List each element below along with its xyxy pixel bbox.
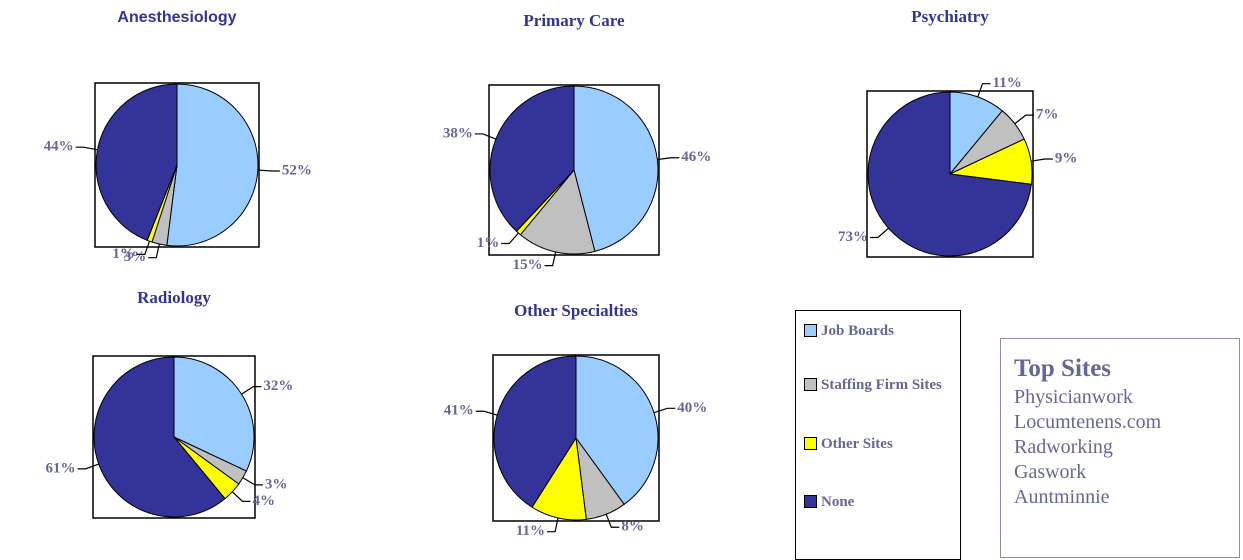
data-label: 11% [516, 523, 545, 539]
legend-swatch [804, 378, 817, 391]
leader-line [75, 146, 98, 151]
leader-line [257, 169, 280, 172]
pie-slice [519, 168, 596, 255]
leader-line [475, 410, 498, 416]
leader-line [544, 251, 557, 267]
plot-frame [866, 90, 1034, 258]
data-label: 32% [263, 378, 293, 394]
data-label: 4% [253, 493, 276, 509]
pie-slice [575, 355, 659, 506]
data-label: 44% [44, 139, 74, 155]
leader-line [1014, 114, 1034, 125]
data-label: 52% [282, 162, 312, 178]
data-label: 15% [513, 257, 543, 273]
legend-label: None [821, 494, 855, 510]
leader-line [242, 477, 263, 486]
data-label: 3% [265, 476, 288, 492]
chart-title: Anesthesiology [117, 9, 236, 26]
data-label: 46% [681, 149, 711, 165]
legend-label: Job Boards [821, 323, 894, 339]
top-site: Locumtenens.com [1014, 411, 1162, 433]
leader-line [869, 227, 889, 239]
plot-frame [492, 354, 660, 522]
pie-slice [166, 83, 259, 247]
leader-line [1030, 158, 1053, 162]
top-site: Gaswork [1014, 461, 1087, 483]
leader-line [148, 243, 160, 259]
data-label: 73% [838, 229, 868, 245]
data-label: 3% [124, 249, 147, 265]
legend-item: None [804, 490, 954, 514]
legend-swatch [804, 324, 817, 337]
data-label: 9% [1055, 150, 1078, 166]
legend-item: Staffing Firm Sites [804, 373, 954, 397]
plot-frame [488, 84, 660, 256]
data-label: 40% [677, 400, 707, 416]
pie-slice [173, 356, 255, 472]
leader-line [657, 157, 680, 161]
chart-title: Other Specialties [514, 301, 638, 320]
pie-slice [93, 356, 226, 518]
page: {"chart_data": [ {"type": "pie", "title"… [43, 7, 1240, 560]
top-site: Auntminnie [1014, 486, 1110, 508]
legend-swatch [804, 437, 817, 450]
top-site: Physicianwork [1014, 386, 1133, 408]
legend: Job Boards Staffing Firm Sites Other Sites… [795, 310, 961, 560]
chart-title: Psychiatry [911, 7, 989, 26]
plot-frame [94, 82, 260, 248]
leader-line [653, 407, 676, 414]
data-label: 41% [444, 403, 474, 419]
chart-title: Radiology [137, 288, 211, 307]
data-label: 1% [477, 235, 500, 251]
leader-line [231, 491, 251, 502]
legend-item: Other Sites [804, 432, 954, 456]
data-label: 11% [993, 75, 1022, 91]
pie-slice [489, 85, 575, 232]
leader-line [977, 83, 991, 98]
legend-swatch [804, 495, 817, 508]
plot-frame [92, 355, 256, 519]
leader-line [241, 386, 262, 395]
data-label: 1% [112, 246, 135, 262]
data-label: 8% [621, 519, 644, 535]
data-label: 7% [1036, 107, 1059, 123]
legend-label: Staffing Firm Sites [821, 377, 942, 393]
legend-item: Job Boards [804, 319, 954, 343]
top-sites-title: Top Sites [1014, 355, 1112, 382]
legend-label: Other Sites [821, 436, 893, 452]
leader-line [605, 514, 620, 528]
data-label: 38% [443, 125, 473, 141]
leader-line [547, 517, 559, 533]
leader-line [136, 241, 151, 255]
leader-line [474, 133, 497, 140]
chart-title: Primary Care [523, 11, 625, 30]
leader-line [501, 232, 519, 245]
leader-line [77, 463, 99, 470]
top-sites: Top Sites Physicianwork Locumtenens.com Ra… [1000, 338, 1240, 558]
data-label: 61% [46, 460, 76, 476]
top-site: Radworking [1014, 436, 1113, 458]
